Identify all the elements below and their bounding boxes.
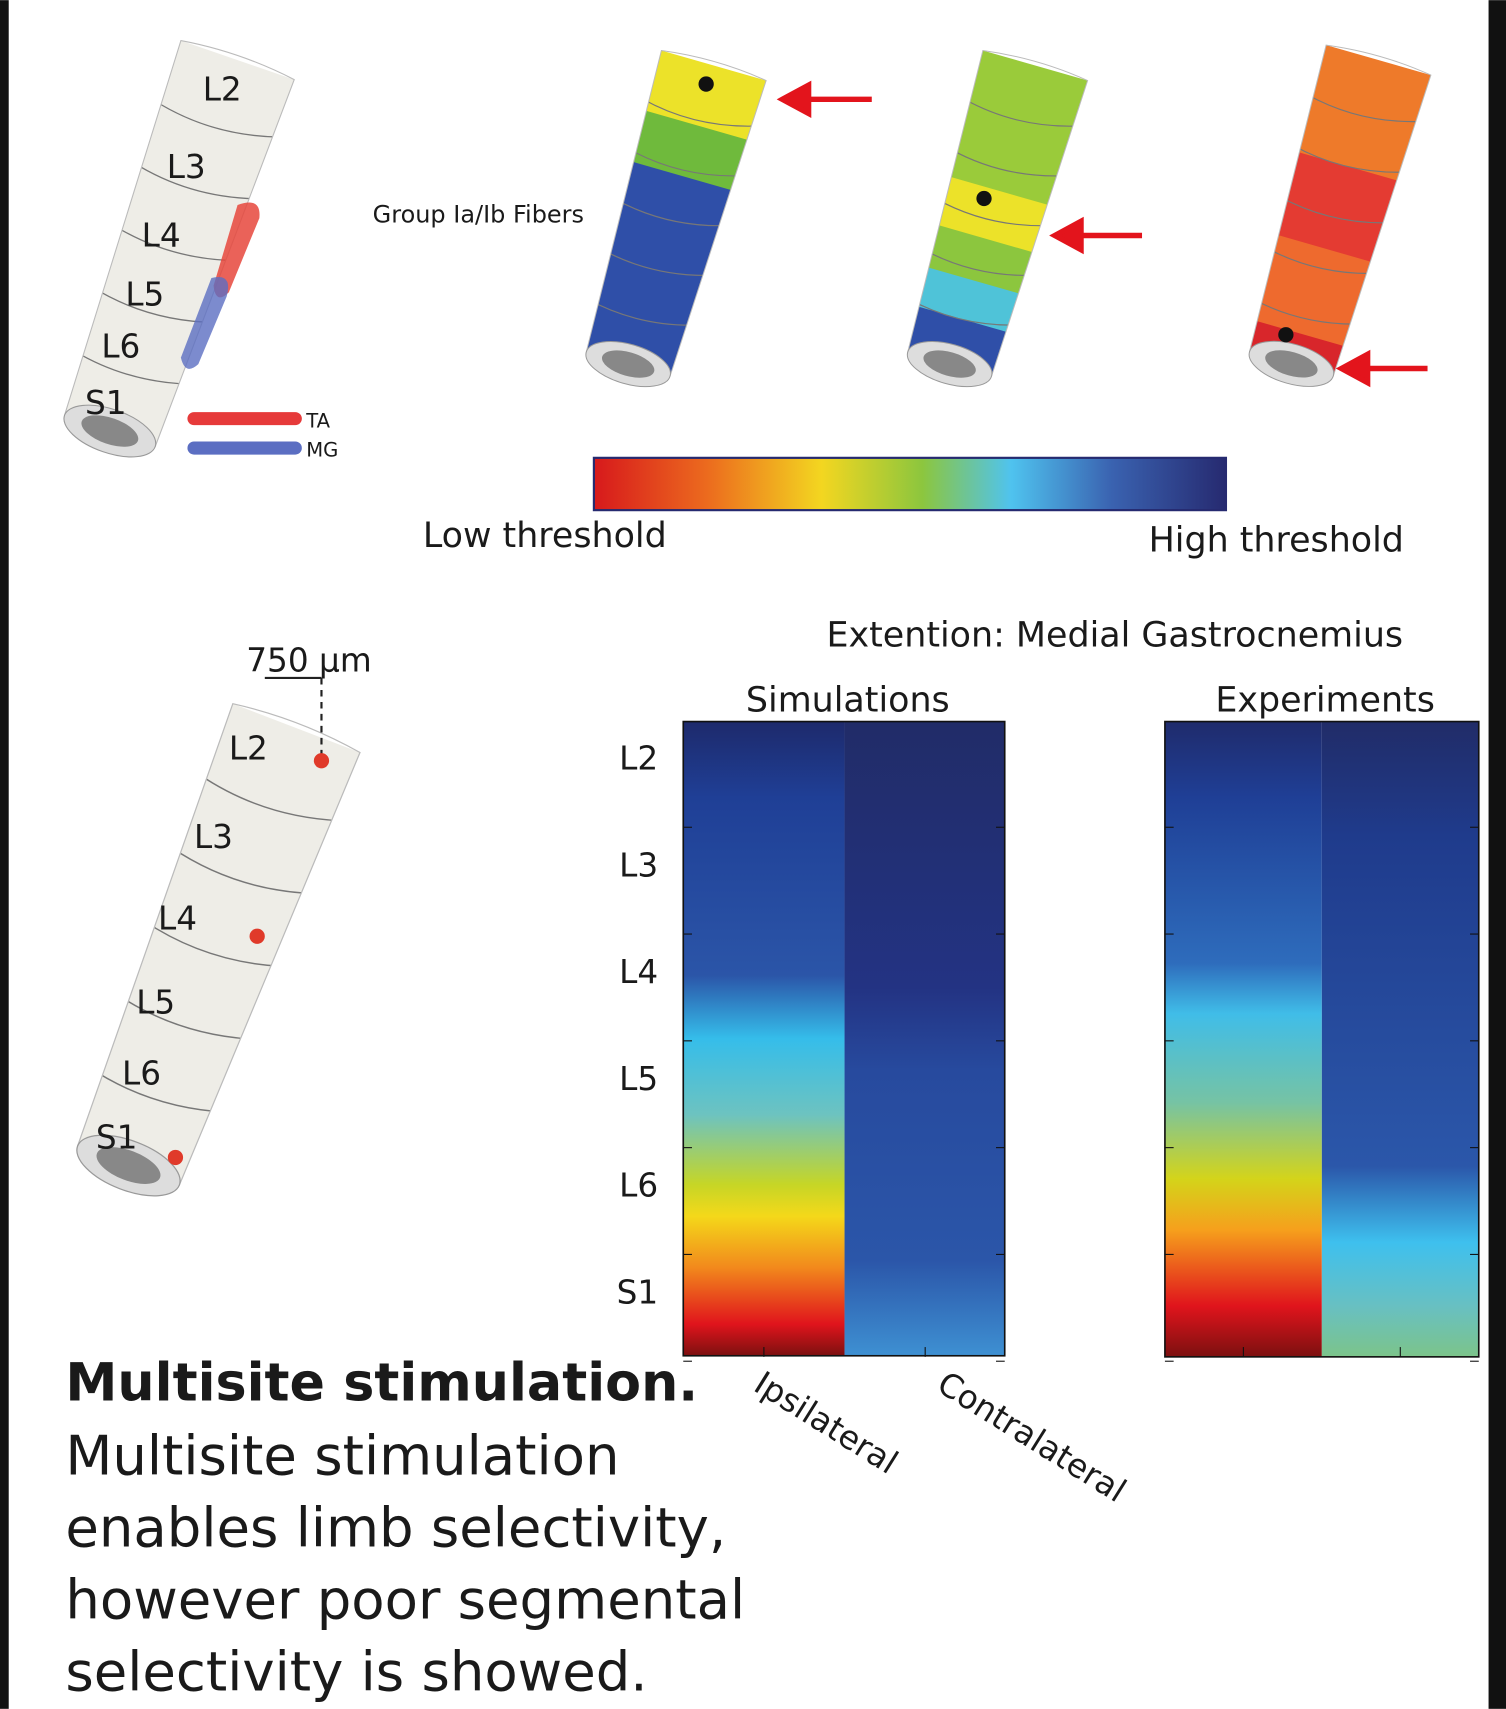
- column-label: Ipsilateral: [748, 1364, 905, 1482]
- spinal-cord: [566, 45, 772, 399]
- legend-bar: [187, 412, 301, 425]
- row-label: S1: [617, 1273, 659, 1311]
- caption-line: selectivity is showed.: [65, 1639, 647, 1703]
- spinal-cord: [887, 45, 1093, 399]
- segment-label: L6: [101, 328, 140, 366]
- border: [0, 0, 9, 1709]
- figure: TA MG Group Ia/Ib Fibers Low threshold H…: [0, 0, 1506, 1709]
- electrode: [250, 929, 265, 944]
- cord-body: [1234, 44, 1436, 381]
- electrode: [976, 191, 991, 206]
- panel-title: Simulations: [746, 681, 950, 721]
- caption-line: Multisite stimulation: [65, 1424, 619, 1488]
- spinal-cord: [1229, 40, 1437, 399]
- cord-body: [892, 49, 1092, 381]
- electrode: [699, 76, 714, 91]
- colorbar: [594, 458, 1226, 510]
- segment-label: L3: [167, 148, 206, 186]
- legend-bar: [187, 441, 301, 454]
- column-label: Contralateral: [931, 1364, 1133, 1510]
- segment-label: L5: [136, 984, 175, 1022]
- segment-label: L5: [125, 275, 164, 313]
- row-label: L5: [619, 1060, 658, 1098]
- row-label: L4: [619, 953, 658, 991]
- legend-label: MG: [306, 439, 338, 462]
- heatmap-column: [1322, 722, 1479, 1357]
- segment-label: L6: [122, 1054, 161, 1092]
- colorbar-low: Low threshold: [423, 516, 667, 556]
- panel-title: Experiments: [1215, 681, 1435, 721]
- segment-label: L2: [229, 730, 268, 768]
- electrode: [168, 1150, 183, 1165]
- heatmap-title: Extention: Medial Gastrocnemius: [826, 615, 1403, 655]
- caption-title: Multisite stimulation.: [65, 1352, 698, 1413]
- border: [1489, 0, 1506, 1709]
- row-label: L6: [619, 1167, 658, 1205]
- segment-label: L4: [158, 900, 197, 938]
- caption-line: enables limb selectivity,: [65, 1495, 726, 1559]
- heatmap-column: [683, 722, 844, 1356]
- row-label: L3: [619, 846, 658, 884]
- colorbar-high: High threshold: [1149, 521, 1404, 561]
- segment-label: S1: [85, 384, 127, 422]
- cord-body: [571, 49, 771, 381]
- electrode: [314, 753, 329, 768]
- caption-body: Multisite stimulation enables limb select…: [65, 1424, 745, 1704]
- heatmap-column: [1165, 722, 1322, 1357]
- fiber-label: Group Ia/Ib Fibers: [373, 200, 584, 228]
- page: TA MG Group Ia/Ib Fibers Low threshold H…: [0, 0, 1506, 1709]
- legend-label: TA: [305, 409, 330, 432]
- electrode: [1278, 327, 1293, 342]
- scale-label: 750 µm: [246, 641, 371, 679]
- segment-label: L3: [194, 818, 233, 856]
- segment-label: L4: [142, 216, 181, 254]
- segment-label: L2: [203, 70, 242, 108]
- segment-label: S1: [96, 1119, 138, 1157]
- row-label: L2: [619, 740, 658, 778]
- heatmap-column: [845, 722, 1005, 1356]
- caption-line: however poor segmental: [65, 1567, 745, 1631]
